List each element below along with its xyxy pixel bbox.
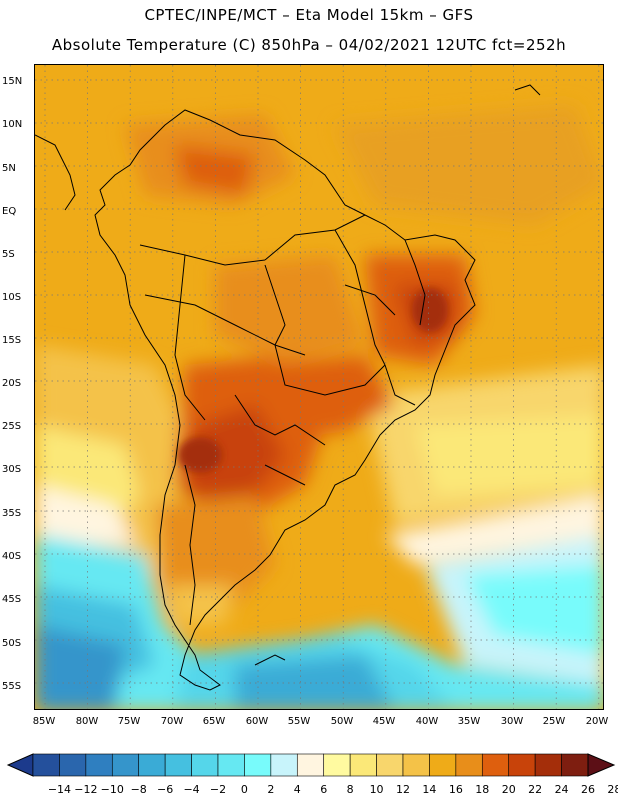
map-title: CPTEC/INPE/MCT – Eta Model 15km – GFS bbox=[144, 6, 474, 24]
lat-tick: 15S bbox=[2, 335, 22, 346]
lat-tick: 50S bbox=[2, 638, 22, 649]
legend-swatch bbox=[217, 753, 245, 777]
legend-label: 20 bbox=[501, 783, 516, 796]
lat-tick: EQ bbox=[2, 206, 17, 217]
lat-tick: 30S bbox=[2, 464, 22, 475]
legend-label: −12 bbox=[74, 783, 98, 796]
legend-label: 12 bbox=[396, 783, 410, 796]
lon-tick: 40W bbox=[415, 716, 439, 727]
legend-label: 24 bbox=[554, 783, 569, 796]
legend-label: 4 bbox=[293, 783, 301, 796]
lon-tick: 70W bbox=[160, 716, 184, 727]
legend-swatch bbox=[376, 753, 404, 777]
lat-tick: 25S bbox=[2, 421, 22, 432]
legend-label: 10 bbox=[369, 783, 384, 796]
color-legend bbox=[6, 753, 616, 777]
lon-tick: 45W bbox=[372, 716, 396, 727]
lon-tick: 35W bbox=[457, 716, 481, 727]
legend-label: 6 bbox=[320, 783, 328, 796]
legend-label: −14 bbox=[47, 783, 72, 796]
lon-tick: 20W bbox=[585, 716, 609, 727]
lon-tick: 25W bbox=[542, 716, 566, 727]
lat-tick: 45S bbox=[2, 594, 22, 605]
lat-tick: 5N bbox=[2, 163, 16, 174]
lat-tick: 15N bbox=[2, 76, 23, 87]
legend-label: 26 bbox=[581, 783, 595, 796]
map-canvas bbox=[35, 65, 603, 709]
legend-swatch bbox=[32, 753, 60, 777]
legend-arrow-high bbox=[587, 753, 616, 777]
legend-label: −8 bbox=[130, 783, 147, 796]
lat-lon-grid bbox=[35, 65, 603, 709]
legend-swatch bbox=[244, 753, 272, 777]
lon-tick: 80W bbox=[75, 716, 99, 727]
legend-label: −6 bbox=[157, 783, 174, 796]
legend-swatch bbox=[455, 753, 483, 777]
legend-swatch bbox=[402, 753, 430, 777]
legend-swatch bbox=[59, 753, 87, 777]
temperature-field bbox=[35, 105, 603, 709]
legend-label: −4 bbox=[183, 783, 200, 796]
coastlines bbox=[35, 84, 541, 691]
legend-label: 22 bbox=[528, 783, 543, 796]
lat-tick: 55S bbox=[2, 681, 22, 692]
legend-swatch bbox=[534, 753, 562, 777]
lat-tick: 40S bbox=[2, 551, 22, 562]
legend-label: 28 bbox=[607, 783, 618, 796]
legend-label: 18 bbox=[475, 783, 490, 796]
legend-swatch bbox=[191, 753, 219, 777]
legend-swatch bbox=[323, 753, 351, 777]
lon-tick: 55W bbox=[287, 716, 311, 727]
legend-swatch bbox=[429, 753, 457, 777]
legend-label: 16 bbox=[448, 783, 463, 796]
legend-swatch bbox=[481, 753, 510, 777]
lon-tick: 75W bbox=[117, 716, 141, 727]
legend-swatch bbox=[349, 753, 377, 777]
lat-tick: 10S bbox=[2, 292, 22, 303]
lon-tick: 30W bbox=[500, 716, 524, 727]
lat-tick: 10N bbox=[2, 119, 23, 130]
lon-tick: 50W bbox=[330, 716, 354, 727]
legend-swatch bbox=[296, 753, 325, 777]
legend-swatch bbox=[561, 753, 589, 777]
legend-label: 2 bbox=[267, 783, 275, 796]
legend-label: −2 bbox=[209, 783, 227, 796]
legend-swatch bbox=[508, 753, 536, 777]
map-subtitle: Absolute Temperature (C) 850hPa – 04/02/… bbox=[51, 36, 567, 54]
legend-swatch bbox=[138, 753, 166, 777]
legend-label: 8 bbox=[346, 783, 354, 796]
legend-label: −10 bbox=[100, 783, 124, 796]
legend-swatch bbox=[85, 753, 113, 777]
lat-tick: 35S bbox=[2, 508, 22, 519]
lon-tick: 65W bbox=[202, 716, 226, 727]
lat-tick: 5S bbox=[2, 249, 15, 260]
legend-swatch bbox=[270, 753, 298, 777]
lon-tick: 85W bbox=[32, 716, 56, 727]
lon-tick: 60W bbox=[245, 716, 269, 727]
legend-label: 0 bbox=[240, 783, 248, 796]
legend-swatch bbox=[111, 753, 140, 777]
legend-arrow-low bbox=[6, 753, 34, 777]
temperature-map bbox=[34, 64, 604, 710]
lat-tick: 20S bbox=[2, 378, 22, 389]
legend-label: 14 bbox=[422, 783, 437, 796]
legend-swatch bbox=[164, 753, 192, 777]
